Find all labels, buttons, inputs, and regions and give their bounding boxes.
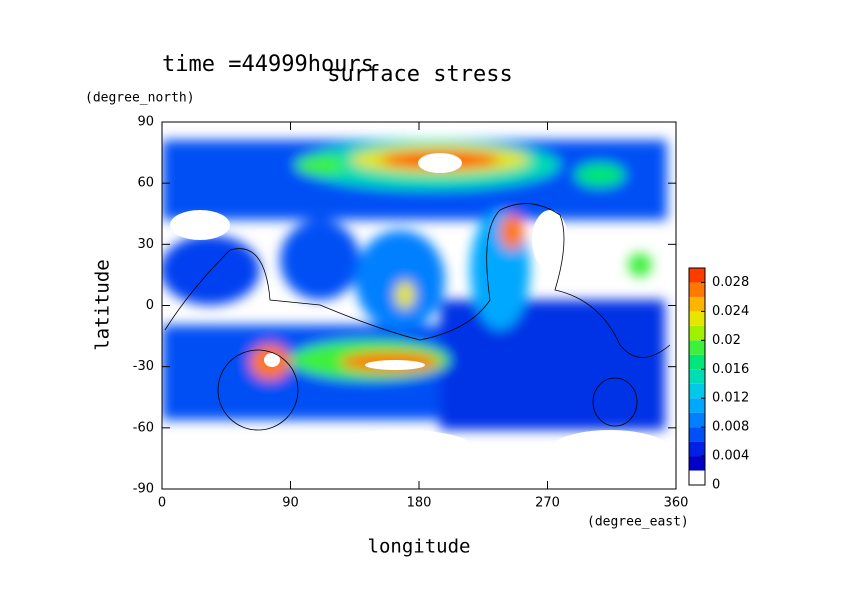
colorbar-swatch	[689, 369, 705, 384]
x-tick-label: 180	[407, 496, 432, 511]
y-tick-label: 0	[146, 298, 154, 313]
y-tick-label: 30	[137, 237, 154, 252]
x-tick-label: 90	[282, 496, 299, 511]
colorbar-tick-label: 0.016	[712, 362, 749, 377]
colorbar-tick-label: 0	[712, 478, 720, 493]
y-tick-label: -90	[133, 482, 154, 497]
colorbar-tick-label: 0.02	[712, 333, 741, 348]
colorbar-swatch	[689, 296, 705, 312]
colorbar-swatch	[689, 340, 705, 355]
colorbar-tick-label: 0.012	[712, 391, 749, 406]
colorbar-frame	[688, 267, 706, 486]
colorbar-swatch	[689, 456, 705, 471]
colorbar-swatch	[689, 311, 705, 326]
colorbar-swatch	[689, 412, 705, 428]
x-tick-label: 360	[664, 496, 689, 511]
y-units: (degree_north)	[85, 91, 195, 106]
x-tick-label: 270	[535, 496, 560, 511]
x-tick-label: 0	[158, 496, 166, 511]
colorbar-swatch	[689, 325, 705, 341]
y-tick-label: -60	[133, 420, 154, 435]
colorbar-swatch	[689, 268, 705, 283]
y-tick-label: 60	[137, 176, 154, 191]
colorbar-swatch	[689, 427, 705, 442]
colorbar-tick-label: 0.024	[712, 304, 749, 319]
colorbar-tick-label: 0.008	[712, 420, 749, 435]
colorbar-swatch	[689, 383, 705, 399]
contour-field	[162, 140, 671, 470]
y-tick-label: -30	[133, 359, 154, 374]
subtitle: time =44999hours	[162, 52, 374, 77]
colorbar-swatch	[689, 441, 705, 457]
colorbar-tick-label: 0.004	[712, 449, 749, 464]
colorbar-tick-label: 0.028	[712, 275, 749, 290]
y-axis-label: latitude	[92, 259, 114, 351]
y-tick-label: 90	[137, 115, 154, 130]
colorbar-swatch	[689, 282, 705, 297]
colorbar-swatch	[689, 354, 705, 370]
x-axis-label: longitude	[368, 536, 471, 558]
chart-title: surface stress	[327, 62, 512, 87]
colorbar-swatch	[689, 470, 705, 485]
x-units: (degree_east)	[587, 515, 689, 530]
colorbar-swatch	[689, 398, 705, 413]
